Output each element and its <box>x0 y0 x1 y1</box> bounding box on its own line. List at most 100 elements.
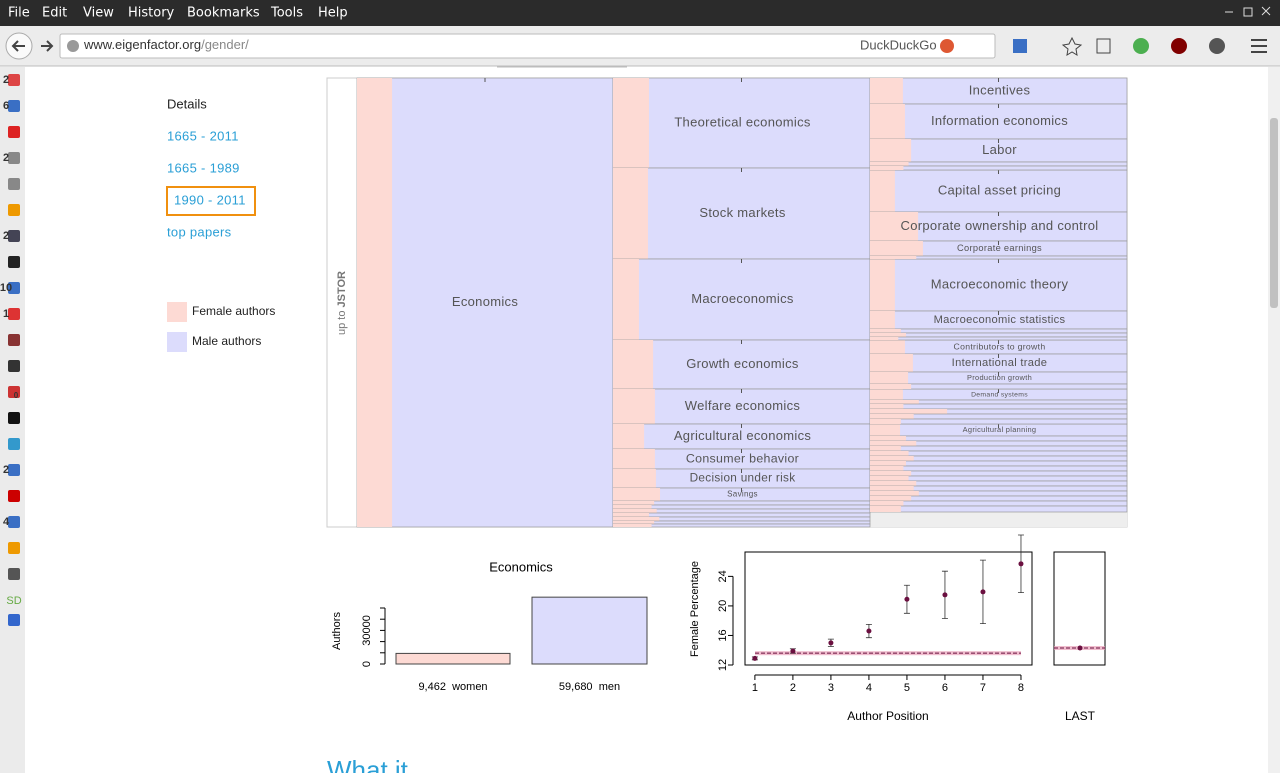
female-share <box>870 241 923 256</box>
nav-link[interactable]: 1665 - 1989 <box>167 160 240 175</box>
sidebar-icon[interactable] <box>8 386 20 398</box>
female-share <box>870 259 895 311</box>
treemap-label[interactable]: Incentives <box>969 82 1031 97</box>
menu-item[interactable]: Help <box>318 6 348 21</box>
treemap-label[interactable]: Demand systems <box>971 391 1028 398</box>
bookmark-star[interactable] <box>1061 36 1083 56</box>
treemap-filler <box>613 505 652 509</box>
menu-button[interactable] <box>1251 39 1267 53</box>
treemap-label[interactable]: Savings <box>727 490 758 499</box>
reader-icon[interactable] <box>1096 38 1111 54</box>
sidebar-icon[interactable] <box>8 614 20 626</box>
sidebar-icon[interactable] <box>8 152 20 164</box>
treemap-label[interactable]: International trade <box>952 357 1048 369</box>
search-engine[interactable]: DuckDuckGo <box>860 37 937 52</box>
section-heading: What it <box>327 755 409 773</box>
sidebar-icon[interactable] <box>8 438 20 450</box>
sidebar-icon[interactable] <box>8 308 20 320</box>
treemap-label[interactable]: Consumer behavior <box>686 451 799 465</box>
treemap-label[interactable]: Information economics <box>931 113 1068 128</box>
treemap-label[interactable]: Macroeconomics <box>691 291 794 306</box>
root-prefix: up to <box>336 311 348 335</box>
treemap-label[interactable]: Welfare economics <box>685 398 801 413</box>
treemap-label[interactable]: Contributors to growth <box>954 341 1046 351</box>
data-point <box>790 648 796 654</box>
treemap-label[interactable]: Theoretical economics <box>674 114 811 129</box>
scroll-thumb[interactable] <box>1270 118 1278 308</box>
legend-label: Female authors <box>192 304 275 318</box>
sidebar-icon[interactable] <box>8 74 20 86</box>
menu-item[interactable]: History <box>128 6 175 21</box>
sidebar-badge: 10 <box>0 282 12 294</box>
menu-item[interactable]: Bookmarks <box>187 6 260 21</box>
sidebar-icon[interactable] <box>8 542 20 554</box>
treemap-cell <box>612 512 871 518</box>
sidebar-icon[interactable] <box>8 334 20 346</box>
menu-item[interactable]: Tools <box>270 6 303 21</box>
treemap-filler <box>613 521 655 524</box>
ext-icon[interactable] <box>1133 38 1149 54</box>
treemap-label[interactable]: Capital asset pricing <box>938 182 1061 197</box>
treemap-label[interactable]: Corporate earnings <box>957 243 1042 253</box>
nav-link[interactable]: top papers <box>167 224 232 239</box>
treemap-label[interactable]: Agricultural economics <box>674 428 812 443</box>
x-tick-label: 1 <box>752 682 758 694</box>
site-icon <box>67 40 79 52</box>
sidebar-icon[interactable] <box>8 282 20 294</box>
sidebar-label: SD <box>6 595 21 607</box>
nav-link[interactable]: 1665 - 2011 <box>167 128 239 143</box>
treemap-label[interactable]: Macroeconomic statistics <box>934 314 1066 326</box>
treemap-filler <box>870 400 919 404</box>
treemap-label[interactable]: Labor <box>982 142 1017 157</box>
treemap-label[interactable]: Economics <box>452 294 518 309</box>
x-tick-label: 8 <box>1018 682 1024 694</box>
treemap-label[interactable]: Stock markets <box>699 205 785 220</box>
menu-item[interactable]: File <box>8 6 30 21</box>
y-tick-label: 30000 <box>361 615 373 646</box>
treemap-cell <box>869 435 1128 442</box>
treemap-label[interactable]: Production growth <box>967 373 1032 382</box>
sidebar-icon[interactable] <box>8 126 20 138</box>
treemap-cell <box>869 403 1128 410</box>
sidebar-icon[interactable] <box>8 360 20 372</box>
treemap-filler <box>870 501 904 506</box>
sidebar-icon[interactable] <box>8 256 20 268</box>
data-point <box>1018 561 1024 567</box>
sidebar-icon[interactable] <box>8 412 20 424</box>
window-controls[interactable] <box>1225 6 1271 17</box>
treemap-label[interactable]: Corporate ownership and control <box>901 218 1099 233</box>
ublock-icon[interactable] <box>1171 38 1187 54</box>
x-tick-label: 6 <box>942 682 948 694</box>
sidebar-icon[interactable] <box>8 464 20 476</box>
treemap-label[interactable]: Growth economics <box>686 356 799 371</box>
y-tick-label: 24 <box>717 570 729 582</box>
nav-link[interactable]: 1990 - 2011 <box>174 192 246 207</box>
forward-button[interactable] <box>41 40 54 52</box>
treemap-label[interactable]: Decision under risk <box>690 472 796 485</box>
treemap-label[interactable]: Agricultural planning <box>963 425 1037 434</box>
female-share <box>870 311 895 329</box>
treemap-filler <box>613 517 660 521</box>
female-share <box>870 424 901 436</box>
url-box[interactable] <box>59 33 996 59</box>
female-share <box>870 212 919 241</box>
menu-item[interactable]: View <box>83 6 114 21</box>
sidebar-icon[interactable] <box>8 100 20 112</box>
sidebar-icon[interactable] <box>8 230 20 242</box>
female-share <box>870 170 895 212</box>
treemap-filler <box>870 436 906 441</box>
female-share <box>613 340 654 389</box>
treemap-filler <box>870 329 901 333</box>
treemap-label[interactable]: Macroeconomic theory <box>931 276 1069 291</box>
sidebar-icon[interactable] <box>8 568 20 580</box>
sidebar-icon[interactable] <box>8 490 20 502</box>
data-point <box>828 640 834 646</box>
ext-icon[interactable] <box>1209 38 1225 54</box>
sidebar-icon[interactable] <box>8 178 20 190</box>
data-point <box>904 596 910 602</box>
sidebar-icon[interactable] <box>8 204 20 216</box>
nav-heading: Details <box>167 96 207 111</box>
sidebar-icon[interactable] <box>8 516 20 528</box>
menu-item[interactable]: Edit <box>42 6 67 21</box>
toolbar-icon[interactable] <box>1013 39 1027 53</box>
